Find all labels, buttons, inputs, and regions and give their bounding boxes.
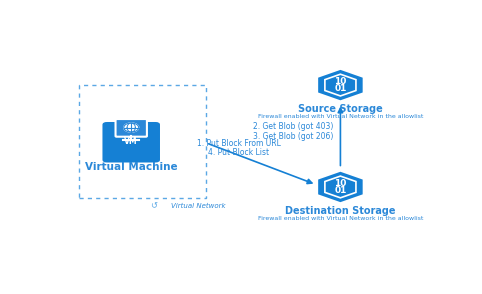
Text: Firewall enabled with Virtual Network in the allowlist: Firewall enabled with Virtual Network in… <box>258 216 423 221</box>
Text: 1. Put Block From URL: 1. Put Block From URL <box>197 139 281 148</box>
Text: Virtual Network: Virtual Network <box>171 203 225 209</box>
Circle shape <box>124 123 139 132</box>
Text: VM: VM <box>124 137 138 146</box>
Text: ↺: ↺ <box>150 202 158 211</box>
Polygon shape <box>317 171 364 203</box>
Polygon shape <box>317 69 364 101</box>
Text: Destination Storage: Destination Storage <box>285 206 396 216</box>
Text: Virtual Machine: Virtual Machine <box>85 162 177 172</box>
Text: 01: 01 <box>334 84 347 93</box>
Text: 4. Put Block List: 4. Put Block List <box>208 148 269 157</box>
Text: 3. Get Blob (got 206): 3. Get Blob (got 206) <box>253 131 333 141</box>
Text: Source Storage: Source Storage <box>298 104 383 114</box>
Text: 10: 10 <box>334 179 347 188</box>
Text: Firewall enabled with Virtual Network in the allowlist: Firewall enabled with Virtual Network in… <box>258 114 423 119</box>
Text: 2. Get Blob (got 403): 2. Get Blob (got 403) <box>253 123 333 131</box>
FancyBboxPatch shape <box>116 119 147 137</box>
Polygon shape <box>325 176 356 198</box>
Polygon shape <box>325 74 356 96</box>
Text: 10: 10 <box>334 77 347 86</box>
FancyBboxPatch shape <box>103 122 160 163</box>
Text: 01: 01 <box>334 186 347 195</box>
